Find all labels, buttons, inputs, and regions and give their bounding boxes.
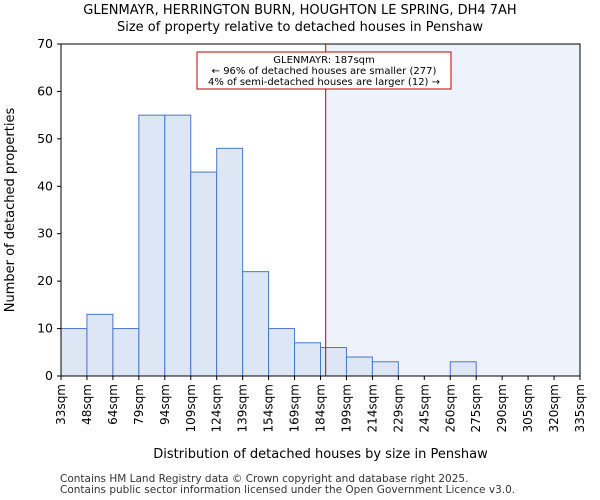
bar-124sqm [216, 147, 244, 377]
highlight-region [325, 44, 580, 376]
annotation-box [196, 51, 452, 90]
y-axis-label: Number of detached properties [3, 108, 18, 313]
y-tick-label-30: 30 [37, 226, 53, 241]
bar-139sqm [242, 271, 270, 377]
bar-33sqm [60, 328, 88, 377]
bar-199sqm [345, 356, 373, 377]
x-tick-label-290sqm: 290sqm [495, 384, 509, 432]
x-tick-label-79sqm: 79sqm [132, 384, 146, 425]
x-tick-label-139sqm: 139sqm [236, 384, 250, 432]
x-tick-label-33sqm: 33sqm [54, 384, 68, 425]
y-tick-label-0: 0 [45, 368, 53, 383]
x-tick-label-260sqm: 260sqm [443, 384, 457, 432]
annotation-line-1: GLENMAYR: 187sqm [273, 55, 375, 66]
bar-260sqm [449, 361, 477, 377]
chart-title-subtitle: Size of property relative to detached ho… [116, 20, 483, 35]
chart-title-address: GLENMAYR, HERRINGTON BURN, HOUGHTON LE S… [83, 3, 517, 18]
bar-154sqm [268, 328, 296, 377]
x-tick-label-124sqm: 124sqm [210, 384, 224, 432]
y-tick-label-10: 10 [37, 321, 53, 336]
x-tick-label-199sqm: 199sqm [339, 384, 353, 432]
x-axis-label: Distribution of detached houses by size … [153, 447, 488, 462]
attribution-licence: Contains public sector information licen… [60, 484, 516, 496]
x-tick-label-48sqm: 48sqm [80, 384, 94, 425]
x-tick-label-335sqm: 335sqm [573, 384, 587, 432]
x-tick-label-320sqm: 320sqm [547, 384, 561, 432]
y-tick-label-50: 50 [37, 131, 53, 146]
x-tick-label-184sqm: 184sqm [314, 384, 328, 432]
x-tick-label-94sqm: 94sqm [158, 384, 172, 425]
bar-214sqm [371, 361, 399, 377]
y-tick-label-70: 70 [37, 36, 53, 51]
y-tick-label-20: 20 [37, 273, 53, 288]
x-tick-label-214sqm: 214sqm [365, 384, 379, 432]
bar-64sqm [112, 328, 140, 377]
annotation-line-2: ← 96% of detached houses are smaller (27… [212, 66, 437, 77]
x-tick-label-64sqm: 64sqm [106, 384, 120, 425]
x-tick-label-169sqm: 169sqm [288, 384, 302, 432]
attribution-land-registry: Contains HM Land Registry data © Crown c… [60, 473, 469, 485]
annotation-line-3: 4% of semi-detached houses are larger (1… [208, 77, 440, 88]
y-tick-label-40: 40 [37, 178, 53, 193]
x-tick-label-245sqm: 245sqm [417, 384, 431, 432]
bar-184sqm [320, 347, 347, 377]
bar-109sqm [190, 171, 218, 377]
bar-79sqm [138, 114, 166, 377]
bar-94sqm [164, 114, 192, 377]
bar-48sqm [86, 313, 114, 377]
x-tick-label-154sqm: 154sqm [262, 384, 276, 432]
x-tick-label-305sqm: 305sqm [521, 384, 535, 432]
y-tick-label-60: 60 [37, 83, 53, 98]
x-tick-label-109sqm: 109sqm [184, 384, 198, 432]
x-tick-label-229sqm: 229sqm [391, 384, 405, 432]
bar-169sqm [294, 342, 321, 377]
x-tick-label-275sqm: 275sqm [469, 384, 483, 432]
